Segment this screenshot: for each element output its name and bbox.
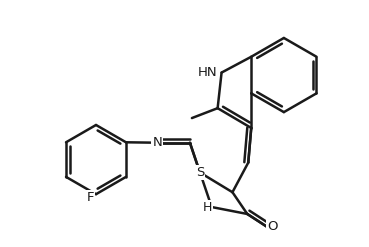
Text: O: O: [267, 220, 277, 233]
Text: HN: HN: [198, 66, 218, 79]
Text: H: H: [202, 201, 212, 214]
Text: S: S: [196, 166, 204, 179]
Text: F: F: [86, 191, 94, 204]
Text: N: N: [152, 136, 162, 149]
